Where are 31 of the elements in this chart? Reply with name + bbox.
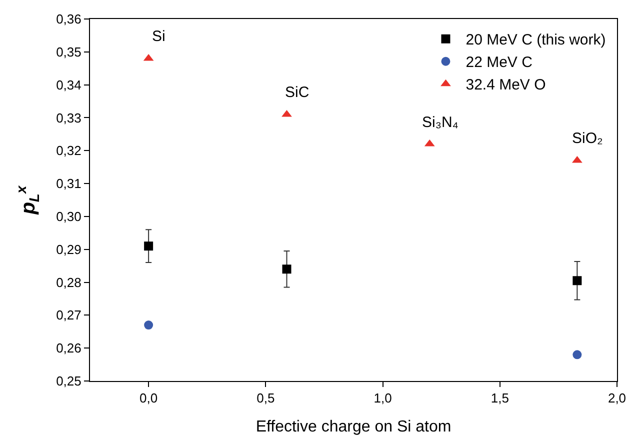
x-axis-title: Effective charge on Si atom <box>256 418 452 436</box>
y-tick-label: 0,28 <box>56 274 82 290</box>
x-tick-label: 2,0 <box>608 390 626 406</box>
y-tick-label: 0,26 <box>56 340 82 356</box>
x-tick-label: 1,0 <box>374 390 392 406</box>
point <box>572 350 582 360</box>
x-tick-label: 0,0 <box>140 390 158 406</box>
y-tick-label: 0,31 <box>56 176 82 192</box>
y-tick-label: 0,35 <box>56 44 82 60</box>
legend-label: 20 MeV C (this work) <box>466 32 606 49</box>
y-tick-label: 0,34 <box>56 77 82 92</box>
y-tick-label: 0,30 <box>56 209 82 224</box>
y-tick-label: 0,27 <box>56 308 82 323</box>
y-tick-label: 0,25 <box>56 374 82 389</box>
x-tick-label: 0,5 <box>256 390 275 406</box>
legend-label: 22 MeV C <box>466 54 533 72</box>
legend-label: 32.4 MeV O <box>466 76 546 94</box>
point <box>282 110 292 117</box>
annotation: SiC <box>285 84 310 101</box>
point <box>144 242 154 251</box>
point <box>282 264 292 274</box>
annotation: SiO₂ <box>572 130 604 147</box>
y-tick-label: 0,33 <box>56 110 82 126</box>
annotation: Si <box>152 28 166 45</box>
point <box>144 320 154 330</box>
y-tick-label: 0,36 <box>56 12 82 27</box>
point <box>572 276 582 286</box>
y-tick-label: 0,29 <box>56 242 82 257</box>
annotation: Si₃N₄ <box>422 114 458 131</box>
y-tick-label: 0,32 <box>56 143 82 158</box>
x-tick-label: 1,5 <box>490 390 509 406</box>
